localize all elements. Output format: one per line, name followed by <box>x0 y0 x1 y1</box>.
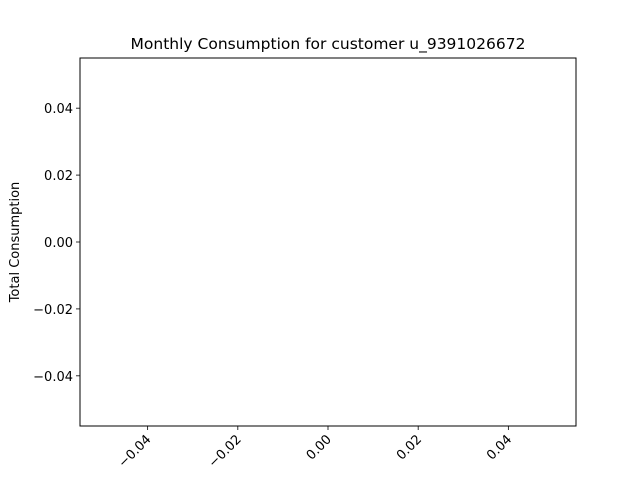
chart-title: Monthly Consumption for customer u_93910… <box>131 35 526 54</box>
y-tick-label: −0.02 <box>33 303 73 318</box>
y-tick-label: 0.04 <box>44 102 73 117</box>
y-tick-label: −0.04 <box>33 370 73 385</box>
x-tick-label: −0.04 <box>116 432 155 471</box>
y-axis-ticks: −0.04 −0.02 0.00 0.02 0.04 <box>33 102 80 385</box>
x-tick-label: 0.02 <box>394 432 425 463</box>
x-tick-label: 0.04 <box>484 432 515 463</box>
y-axis-label: Total Consumption <box>8 182 23 304</box>
x-axis-ticks: −0.04 −0.02 0.00 0.02 0.04 <box>116 426 515 471</box>
plot-frame <box>79 57 577 427</box>
y-tick-label: 0.00 <box>44 236 73 251</box>
x-tick-label: 0.00 <box>304 432 335 463</box>
y-tick-label: 0.02 <box>44 169 73 184</box>
x-tick-label: −0.02 <box>206 432 245 471</box>
